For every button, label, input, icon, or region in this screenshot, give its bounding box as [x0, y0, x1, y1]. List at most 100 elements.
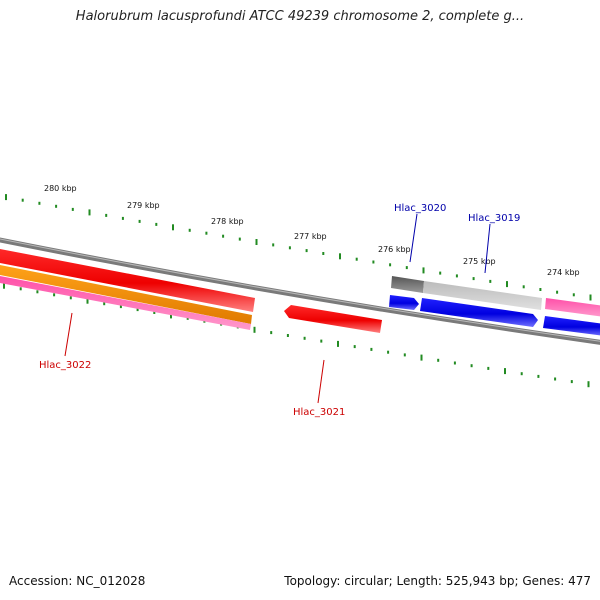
summary-text: Topology: circular; Length: 525,943 bp; … — [284, 574, 591, 588]
gene-feature-blue-right[interactable] — [543, 316, 600, 336]
minor-tick — [489, 279, 492, 283]
minor-tick — [270, 331, 273, 335]
minor-tick — [103, 302, 106, 306]
tick-label: 277 kbp — [294, 232, 327, 241]
minor-tick — [272, 243, 275, 247]
gene-label-group-hlac-3021[interactable]: Hlac_3021 — [293, 359, 345, 418]
gene-feature-blue-hlac-3020[interactable] — [389, 295, 419, 310]
minor-tick — [21, 198, 24, 202]
minor-tick — [570, 380, 573, 384]
gene-label-group-hlac-3019[interactable]: Hlac_3019 — [468, 213, 520, 274]
major-tick — [339, 253, 341, 260]
minor-tick — [389, 263, 392, 267]
gene-feature-pink-left[interactable] — [0, 275, 251, 330]
minor-tick — [372, 260, 375, 264]
minor-tick — [55, 204, 58, 208]
minor-tick — [155, 222, 158, 226]
minor-tick — [205, 231, 208, 235]
minor-tick — [487, 366, 490, 370]
minor-tick — [520, 372, 523, 376]
major-tick — [506, 281, 508, 288]
major-tick — [86, 297, 89, 304]
minor-tick — [322, 252, 325, 255]
minor-tick — [288, 246, 291, 250]
minor-tick — [405, 266, 408, 270]
minor-tick — [53, 293, 56, 297]
major-tick — [337, 340, 339, 347]
major-tick — [3, 282, 5, 289]
minor-tick — [71, 207, 74, 211]
gene-feature-blue-hlac-3019[interactable] — [420, 298, 538, 327]
gene-feature-gray-dark[interactable] — [391, 276, 424, 293]
minor-tick — [153, 311, 156, 314]
minor-tick — [537, 374, 540, 378]
outer-tick-row — [5, 194, 592, 301]
gene-label-hlac-3022: Hlac_3022 — [39, 360, 91, 371]
major-tick — [587, 381, 590, 388]
minor-tick — [19, 287, 22, 291]
major-tick — [253, 326, 256, 333]
minor-tick — [138, 219, 141, 223]
gene-feature-orange[interactable] — [0, 264, 252, 324]
minor-tick — [286, 334, 289, 337]
major-tick — [255, 239, 258, 245]
minor-tick — [554, 377, 557, 381]
minor-tick — [355, 257, 358, 261]
gene-feature-red-hlac-3021[interactable] — [284, 305, 382, 333]
minor-tick — [36, 290, 39, 294]
tick-label: 276 kbp — [378, 245, 411, 254]
minor-tick — [320, 339, 323, 343]
major-tick — [5, 194, 7, 201]
minor-tick — [403, 353, 406, 357]
major-tick — [172, 224, 174, 231]
minor-tick — [105, 213, 108, 217]
major-tick — [504, 368, 506, 375]
minor-tick — [455, 274, 458, 278]
gene-label-hlac-3019: Hlac_3019 — [468, 213, 520, 224]
minor-tick — [522, 285, 525, 289]
gene-feature-red-left[interactable] — [0, 248, 255, 312]
backbone — [0, 237, 600, 345]
minor-tick — [437, 358, 440, 362]
major-tick — [422, 267, 425, 274]
minor-tick — [370, 347, 373, 351]
accession-text: Accession: NC_012028 — [9, 574, 146, 588]
minor-tick — [121, 216, 124, 220]
minor-tick — [119, 305, 122, 309]
minor-tick — [238, 237, 241, 241]
minor-tick — [303, 336, 306, 340]
minor-tick — [539, 288, 542, 291]
minor-tick — [572, 293, 575, 297]
tick-label: 274 kbp — [547, 268, 580, 277]
major-tick — [170, 312, 172, 319]
map-title: Halorubrum lacusprofundi ATCC 49239 chro… — [75, 9, 525, 24]
minor-tick — [188, 228, 191, 232]
minor-tick — [353, 345, 356, 349]
gene-label-hlac-3020: Hlac_3020 — [394, 203, 446, 214]
tick-label: 279 kbp — [127, 201, 160, 210]
gene-feature-gray[interactable] — [423, 281, 542, 310]
major-tick — [420, 354, 423, 361]
minor-tick — [387, 350, 390, 354]
backbone-highlight — [0, 238, 600, 342]
gene-label-group-hlac-3022[interactable]: Hlac_3022 — [39, 312, 91, 371]
gene-label-hlac-3021: Hlac_3021 — [293, 407, 345, 418]
gene-feature-pink-right[interactable] — [545, 298, 600, 317]
minor-tick — [136, 308, 139, 312]
minor-tick — [222, 234, 225, 238]
major-tick — [589, 294, 592, 301]
minor-tick — [38, 201, 41, 205]
minor-tick — [472, 277, 475, 281]
major-tick — [88, 209, 91, 216]
minor-tick — [453, 361, 456, 365]
minor-tick — [305, 249, 308, 253]
gene-label-group-hlac-3020[interactable]: Hlac_3020 — [394, 203, 446, 263]
minor-tick — [470, 364, 473, 368]
tick-label: 275 kbp — [463, 257, 496, 266]
tick-label: 278 kbp — [211, 217, 244, 226]
minor-tick — [186, 316, 189, 320]
minor-tick — [556, 290, 559, 294]
tick-label: 280 kbp — [44, 184, 77, 193]
minor-tick — [69, 296, 72, 300]
